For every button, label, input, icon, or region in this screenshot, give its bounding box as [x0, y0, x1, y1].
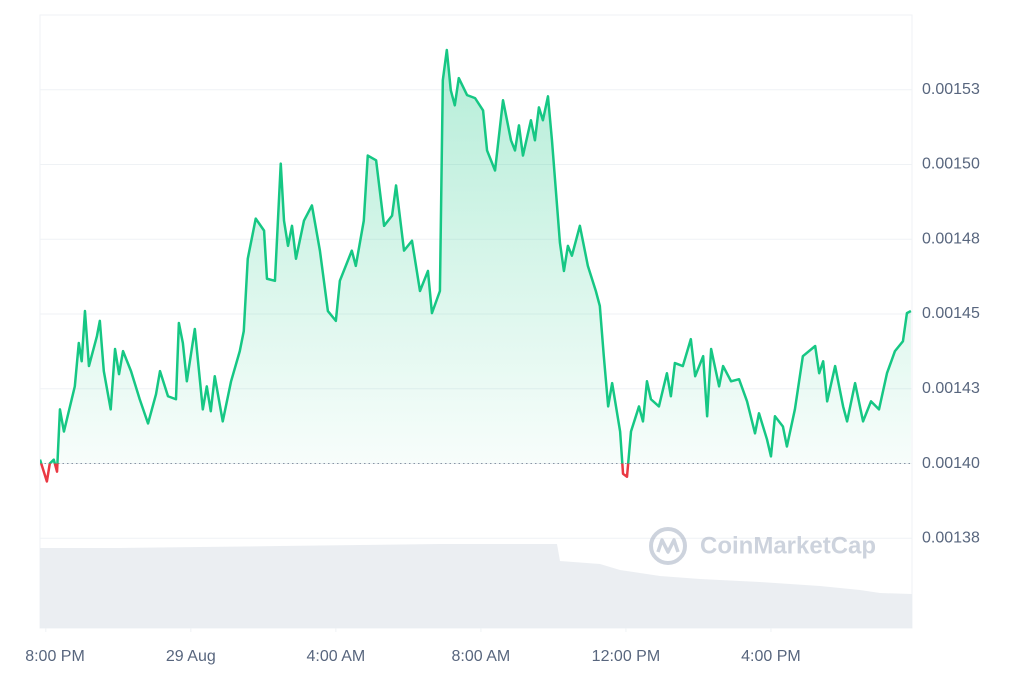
y-tick-label: 0.00148 — [922, 230, 980, 247]
x-tick-label: 12:00 PM — [592, 648, 660, 665]
x-tick-label: 8:00 PM — [25, 648, 85, 665]
watermark-text: CoinMarketCap — [700, 532, 876, 559]
y-tick-label: 0.00138 — [922, 530, 980, 547]
x-tick-label: 8:00 AM — [452, 648, 511, 665]
y-tick-label: 0.00150 — [922, 156, 980, 173]
watermark-logo-mark — [656, 538, 680, 554]
x-tick-label: 4:00 AM — [307, 648, 366, 665]
price-area — [40, 49, 911, 464]
x-tick-label: 29 Aug — [166, 648, 216, 665]
y-tick-label: 0.00145 — [922, 305, 980, 322]
watermark-logo — [649, 527, 687, 565]
x-tick-label: 4:00 PM — [741, 648, 801, 665]
volume-area — [40, 544, 912, 628]
watermark: CoinMarketCap — [649, 527, 876, 565]
y-tick-label: 0.00143 — [922, 380, 980, 397]
y-tick-label: 0.00153 — [922, 81, 980, 98]
price-line — [40, 48, 912, 464]
y-tick-label: 0.00140 — [922, 455, 980, 472]
